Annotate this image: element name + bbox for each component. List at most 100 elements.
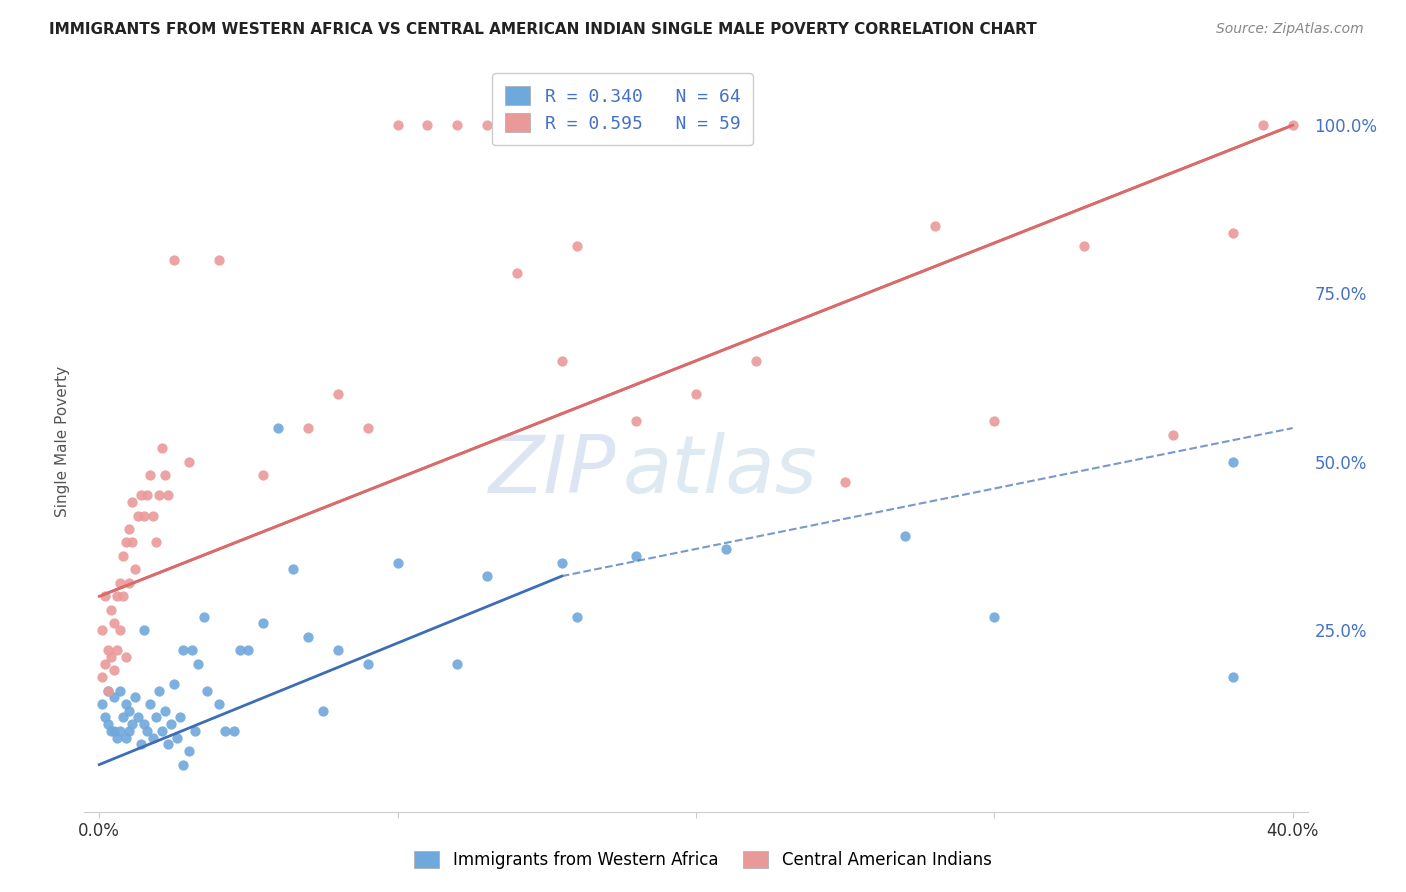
Point (132, 623, 155, 637)
Point (894, 529, 917, 543)
Point (103, 664, 125, 678)
Point (94, 590, 117, 604)
Point (222, 723, 245, 738)
Point (118, 575, 141, 590)
Point (551, 353, 574, 368)
Point (166, 731, 188, 745)
Point (163, 677, 186, 691)
Point (136, 488, 159, 502)
Point (387, 556, 409, 570)
Point (91, 670, 114, 684)
Point (115, 649, 138, 664)
Point (121, 717, 143, 731)
Point (127, 508, 149, 523)
Point (744, 353, 766, 368)
Point (1163, 427, 1185, 442)
Point (118, 723, 141, 738)
Point (124, 562, 146, 576)
Point (91, 623, 114, 637)
Point (1222, 455, 1244, 469)
Point (506, 266, 529, 280)
Point (100, 723, 122, 738)
Point (195, 683, 218, 698)
Point (1281, 118, 1303, 132)
Point (714, 542, 737, 557)
Text: ZIP: ZIP (489, 432, 616, 510)
Point (100, 603, 122, 617)
Text: atlas: atlas (623, 432, 817, 510)
Legend: Immigrants from Western Africa, Central American Indians: Immigrants from Western Africa, Central … (405, 841, 1001, 880)
Point (129, 738, 152, 752)
Point (94, 657, 117, 671)
Point (416, 118, 439, 132)
Point (207, 697, 229, 711)
Y-axis label: Single Male Poverty: Single Male Poverty (55, 366, 70, 517)
Point (115, 731, 138, 745)
Point (312, 704, 335, 718)
Point (834, 475, 856, 489)
Point (145, 710, 167, 724)
Point (97, 717, 120, 731)
Point (357, 657, 380, 671)
Point (184, 723, 207, 738)
Point (1222, 670, 1244, 684)
Point (1251, 118, 1274, 132)
Point (103, 723, 125, 738)
Point (297, 421, 319, 435)
Point (115, 697, 138, 711)
Point (214, 723, 236, 738)
Point (100, 649, 122, 664)
Point (108, 623, 131, 637)
Point (91, 697, 114, 711)
Point (228, 643, 250, 657)
Point (142, 508, 165, 523)
Point (475, 118, 498, 132)
Point (97, 683, 120, 698)
Point (139, 468, 162, 483)
Point (169, 710, 191, 724)
Point (121, 535, 143, 549)
Point (156, 738, 179, 752)
Point (160, 717, 183, 731)
Point (187, 657, 209, 671)
Point (924, 219, 946, 234)
Point (326, 643, 349, 657)
Point (177, 744, 200, 758)
Point (121, 495, 143, 509)
Point (326, 387, 349, 401)
Point (142, 731, 165, 745)
Point (150, 442, 173, 456)
Point (153, 704, 176, 718)
Point (129, 488, 152, 502)
Point (283, 562, 305, 576)
Point (565, 609, 588, 624)
Point (105, 590, 128, 604)
Point (108, 723, 131, 738)
Point (983, 609, 1005, 624)
Point (97, 643, 120, 657)
Point (112, 710, 135, 724)
Point (103, 616, 125, 631)
Point (156, 488, 179, 502)
Point (1073, 239, 1095, 253)
Point (626, 549, 648, 563)
Point (148, 683, 170, 698)
Point (115, 535, 138, 549)
Point (252, 616, 274, 631)
Point (97, 683, 120, 698)
Point (127, 710, 149, 724)
Point (132, 508, 155, 523)
Point (172, 757, 194, 772)
Point (148, 488, 170, 502)
Point (252, 468, 274, 483)
Point (475, 569, 498, 583)
Point (145, 535, 167, 549)
Point (446, 657, 468, 671)
Point (626, 414, 648, 428)
Point (446, 118, 468, 132)
Legend: R = 0.340   N = 64, R = 0.595   N = 59: R = 0.340 N = 64, R = 0.595 N = 59 (492, 73, 754, 145)
Point (108, 683, 131, 698)
Point (118, 522, 141, 536)
Point (172, 643, 194, 657)
Point (685, 387, 707, 401)
